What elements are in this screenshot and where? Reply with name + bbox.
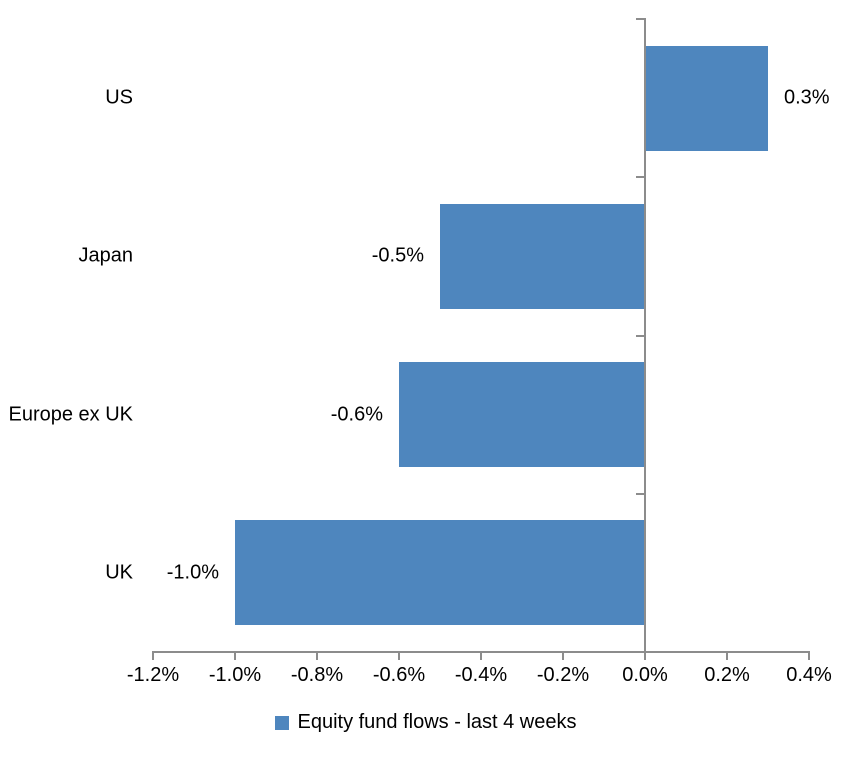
x-tick-0-8 xyxy=(316,653,318,660)
legend: Equity fund flows - last 4 weeks xyxy=(0,711,852,734)
bar-japan xyxy=(440,203,645,309)
x-tick-label-1-0: -1.0% xyxy=(208,664,262,686)
category-label-uk: UK xyxy=(105,561,133,584)
x-tick-label-0-0: 0.0% xyxy=(622,664,668,686)
x-tick-label-0-4: -0.4% xyxy=(454,664,508,686)
value-label-uk: -1.0% xyxy=(166,561,219,584)
x-tick-label-0-8: -0.8% xyxy=(290,664,344,686)
y-tick-1 xyxy=(636,176,644,179)
category-label-us: US xyxy=(105,86,133,109)
x-tick-0-4 xyxy=(480,653,482,660)
x-tick-label-0-6: -0.6% xyxy=(372,664,426,686)
bar-europe-ex-uk xyxy=(399,362,645,468)
value-label-us: 0.3% xyxy=(784,86,830,109)
x-axis-line xyxy=(152,651,810,653)
x-tick-0-0 xyxy=(644,653,646,660)
x-tick-0-6 xyxy=(398,653,400,660)
x-tick-label-1-2: -1.2% xyxy=(126,664,180,686)
x-tick-1-2 xyxy=(152,653,154,660)
legend-label: Equity fund flows - last 4 weeks xyxy=(297,711,577,733)
legend-color-swatch xyxy=(275,715,290,730)
y-axis-line xyxy=(644,18,646,660)
x-tick-label-0-4: 0.4% xyxy=(786,664,832,686)
x-tick-0-2 xyxy=(562,653,564,660)
category-label-europe-ex-uk: Europe ex UK xyxy=(8,403,133,426)
bar-us xyxy=(645,45,768,151)
x-tick-label-0-2: 0.2% xyxy=(704,664,750,686)
value-label-japan: -0.5% xyxy=(371,244,424,267)
category-label-japan: Japan xyxy=(78,244,134,267)
y-tick-2 xyxy=(636,334,644,337)
x-tick-1-0 xyxy=(234,653,236,660)
bar-uk xyxy=(235,520,645,626)
y-tick-3 xyxy=(636,492,644,495)
y-tick-4 xyxy=(636,651,644,653)
value-label-europe-ex-uk: -0.6% xyxy=(330,403,383,426)
y-tick-0 xyxy=(636,18,644,20)
x-tick-0-4 xyxy=(808,653,810,660)
x-tick-0-2 xyxy=(726,653,728,660)
x-tick-label-0-2: -0.2% xyxy=(536,664,590,686)
